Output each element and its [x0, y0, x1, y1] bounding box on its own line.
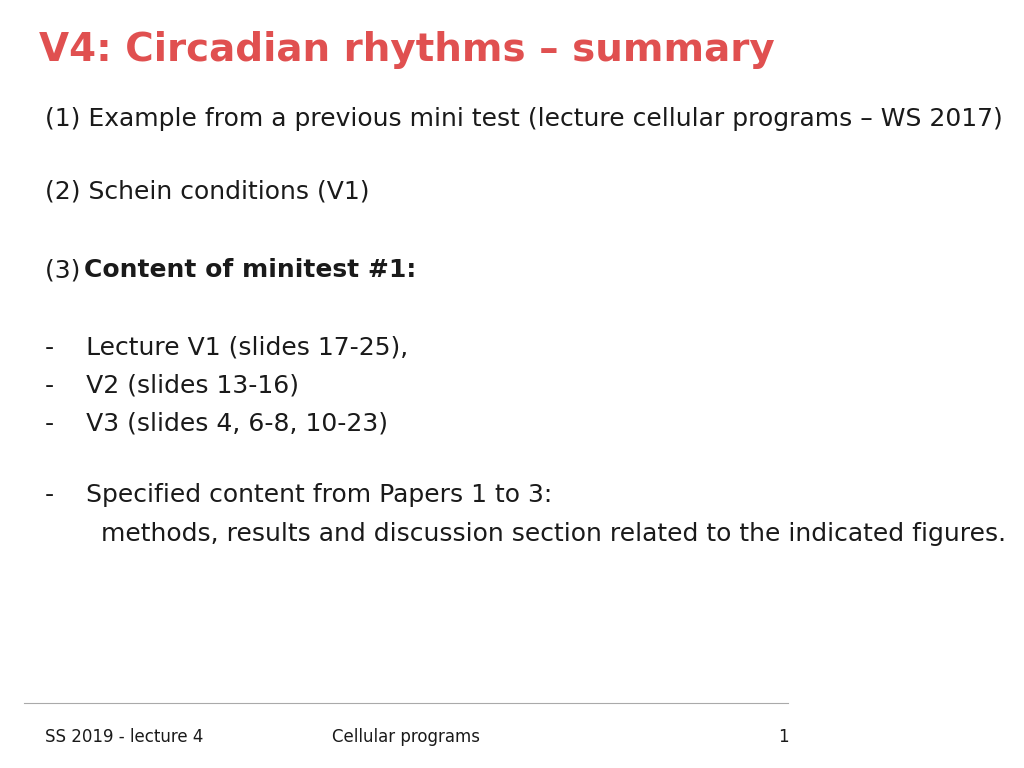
Text: (2) Schein conditions (V1): (2) Schein conditions (V1) — [45, 180, 370, 204]
Text: methods, results and discussion section related to the indicated figures.: methods, results and discussion section … — [45, 521, 1006, 546]
Text: 1: 1 — [778, 728, 788, 746]
Text: -    Specified content from Papers 1 to 3:: - Specified content from Papers 1 to 3: — [45, 483, 552, 508]
Text: SS 2019 - lecture 4: SS 2019 - lecture 4 — [45, 728, 203, 746]
Text: V4: Circadian rhythms – summary: V4: Circadian rhythms – summary — [39, 31, 774, 69]
Text: (3): (3) — [45, 258, 88, 283]
Text: Content of minitest #1:: Content of minitest #1: — [84, 258, 416, 283]
Text: -    V3 (slides 4, 6-8, 10-23): - V3 (slides 4, 6-8, 10-23) — [45, 412, 388, 436]
Text: -    Lecture V1 (slides 17-25),: - Lecture V1 (slides 17-25), — [45, 335, 408, 359]
Text: -    V2 (slides 13-16): - V2 (slides 13-16) — [45, 373, 299, 398]
Text: (1) Example from a previous mini test (lecture cellular programs – WS 2017): (1) Example from a previous mini test (l… — [45, 107, 1002, 131]
Text: Cellular programs: Cellular programs — [333, 728, 480, 746]
